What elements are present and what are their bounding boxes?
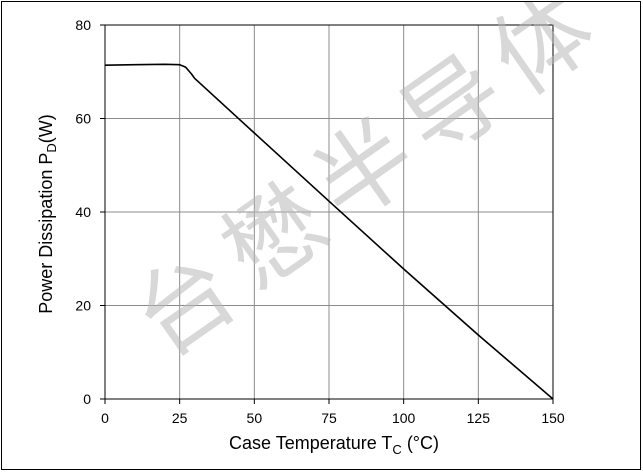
x-tick-label-100: 100 bbox=[392, 410, 416, 426]
x-tick-label-75: 75 bbox=[321, 410, 337, 426]
y-tick-label-40: 40 bbox=[75, 204, 91, 220]
y-tick-label-80: 80 bbox=[75, 17, 91, 33]
grid-lines bbox=[105, 25, 553, 399]
x-axis-label-subscript: C bbox=[392, 442, 401, 457]
x-axis-label-main: Case Temperature T bbox=[229, 433, 392, 453]
tick-labels: 0 25 50 75 100 125 150 0 20 40 60 80 bbox=[75, 17, 564, 426]
x-tick-label-125: 125 bbox=[467, 410, 491, 426]
series-group bbox=[104, 63, 554, 400]
x-tick-label-25: 25 bbox=[172, 410, 188, 426]
x-axis-label: Case Temperature TC (°C) bbox=[229, 433, 439, 457]
y-axis-label-subscript: D bbox=[44, 143, 59, 152]
y-tick-label-60: 60 bbox=[75, 111, 91, 127]
x-tick-label-0: 0 bbox=[101, 410, 109, 426]
x-tick-label-150: 150 bbox=[541, 410, 565, 426]
series-line-0 bbox=[104, 63, 554, 400]
y-tick-label-20: 20 bbox=[75, 298, 91, 314]
y-tick-label-0: 0 bbox=[83, 391, 91, 407]
y-axis-label-main: Power Dissipation P bbox=[36, 153, 56, 314]
y-axis-label: Power Dissipation PD(W) bbox=[36, 114, 59, 313]
x-tick-label-50: 50 bbox=[247, 410, 263, 426]
x-axis-label-unit: (°C) bbox=[402, 433, 439, 453]
y-axis-label-unit: (W) bbox=[36, 114, 56, 143]
